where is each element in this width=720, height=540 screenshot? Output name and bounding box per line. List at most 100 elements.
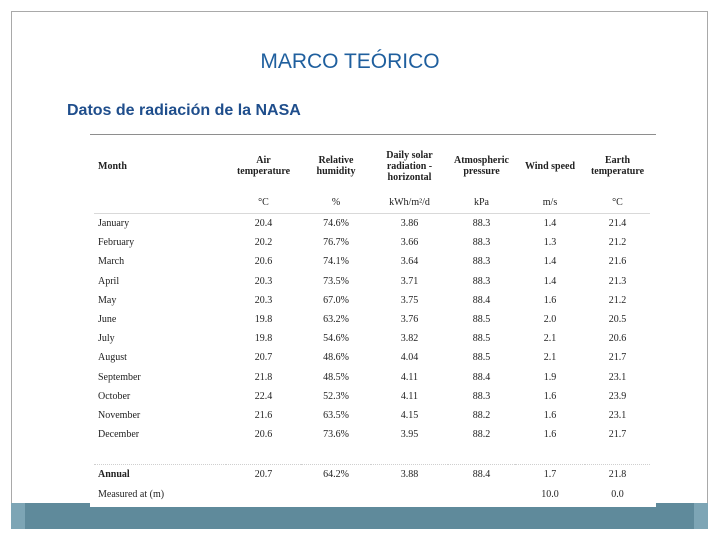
table-row: April 20.3 73.5% 3.71 88.3 1.4 21.3	[94, 272, 650, 291]
table-row: December 20.6 73.6% 3.95 88.2 1.6 21.7	[94, 425, 650, 444]
table-cell: 21.6	[608, 256, 627, 268]
table-cell: 1.6	[543, 390, 557, 402]
table-cell: 21.7	[608, 352, 627, 364]
table-cell: 73.6%	[323, 429, 349, 441]
table-row: February 20.2 76.7% 3.66 88.3 1.3 21.2	[94, 233, 650, 252]
table-cell: 1.6	[543, 409, 557, 421]
table-cell: 3.71	[400, 275, 419, 287]
table-cell: 88.3	[472, 256, 491, 268]
table-cell: 20.6	[608, 333, 627, 345]
table-cell: 21.8	[254, 371, 273, 383]
table-cell	[301, 484, 371, 503]
table-cell: 1.4	[543, 218, 557, 230]
table-cell: 0.0	[611, 488, 624, 500]
table-cell: 88.5	[472, 314, 491, 326]
footer-bar-segment	[11, 503, 25, 529]
table-cell: 73.5%	[323, 275, 349, 287]
radiation-data-table: Month Air temperature Relative humidity Daily…	[94, 135, 650, 504]
table-cell: 2.1	[543, 333, 557, 345]
table-cell: 3.82	[400, 333, 419, 345]
table-cell: 88.5	[472, 352, 491, 364]
row-label: November	[98, 409, 141, 421]
column-header-line: Month	[98, 160, 127, 172]
table-cell: 21.2	[608, 294, 627, 306]
measured-row: Measured at (m) 10.0 0.0	[94, 484, 650, 503]
table-cell: kWh/m²/d	[371, 191, 448, 214]
table-cell: 21.2	[608, 237, 627, 249]
column-header-line: temperature	[590, 166, 645, 177]
row-label: December	[98, 429, 140, 441]
table-row: August 20.7 48.6% 4.04 88.5 2.1 21.7	[94, 348, 650, 367]
table-cell: 21.3	[608, 275, 627, 287]
table-cell: 54.6%	[323, 333, 349, 345]
table-cell: 3.88	[371, 464, 448, 485]
row-label: October	[98, 390, 131, 402]
column-header: Air temperature	[226, 135, 301, 191]
table-cell: 2.1	[543, 352, 557, 364]
table-cell: 1.6	[543, 294, 557, 306]
column-header-line: radiation -	[386, 160, 433, 172]
row-label: August	[98, 352, 127, 364]
table-cell: 88.2	[472, 429, 491, 441]
table-cell: 3.75	[400, 294, 419, 306]
table-cell: 3.95	[400, 429, 419, 441]
table-cell: 1.4	[543, 256, 557, 268]
column-header-line: Air	[256, 155, 271, 166]
table-cell: 22.4	[254, 390, 273, 402]
radiation-table-image: Month Air temperature Relative humidity Daily…	[90, 134, 656, 507]
table-cell: 20.2	[254, 237, 273, 249]
table-cell: 4.11	[400, 390, 419, 402]
table-cell: 19.8	[254, 333, 273, 345]
table-cell: 1.3	[543, 237, 557, 249]
footer-bar-segment	[694, 503, 708, 529]
table-cell: 3.86	[400, 218, 419, 230]
table-cell: 10.0	[541, 488, 559, 500]
table-cell: 74.1%	[323, 256, 349, 268]
table-cell: 3.64	[400, 256, 419, 268]
table-cell: %	[301, 191, 371, 214]
table-cell: 20.3	[254, 294, 273, 306]
row-label: Annual	[94, 464, 226, 485]
table-cell: 52.3%	[323, 390, 349, 402]
column-header-line: temperature	[236, 166, 291, 177]
table-cell: 3.66	[400, 237, 419, 249]
row-label: April	[98, 275, 120, 287]
table-cell: 23.9	[608, 390, 627, 402]
row-label: June	[98, 314, 117, 326]
table-cell: 20.6	[254, 429, 273, 441]
table-cell: 4.11	[400, 371, 419, 383]
column-header-line: Earth	[605, 155, 630, 166]
table-cell: 88.2	[472, 409, 491, 421]
table-cell: 88.5	[472, 333, 491, 345]
table-cell: 74.6%	[323, 218, 349, 230]
row-label: July	[98, 333, 115, 345]
table-row: January 20.4 74.6% 3.86 88.3 1.4 21.4	[94, 214, 650, 234]
table-cell: 88.4	[472, 294, 491, 306]
table-cell: 88.3	[472, 237, 491, 249]
table-cell: 64.2%	[301, 464, 371, 485]
table-row: October 22.4 52.3% 4.11 88.3 1.6 23.9	[94, 387, 650, 406]
table-row: September 21.8 48.5% 4.11 88.4 1.9 23.1	[94, 368, 650, 387]
row-label: May	[98, 294, 117, 306]
table-cell: 48.6%	[323, 352, 349, 364]
table-cell: 20.6	[254, 256, 273, 268]
table-cell: 20.3	[254, 275, 273, 287]
table-cell: 3.76	[400, 314, 419, 326]
slide-title: MARCO TEÓRICO	[260, 50, 440, 73]
table-row: March 20.6 74.1% 3.64 88.3 1.4 21.6	[94, 252, 650, 271]
column-header-line: humidity	[316, 166, 356, 177]
slide-footer-bar	[11, 503, 708, 529]
table-cell	[226, 484, 301, 503]
table-cell: 20.5	[608, 314, 627, 326]
column-header-line: Relative	[318, 155, 354, 166]
table-cell: 63.2%	[323, 314, 349, 326]
table-cell: kPa	[448, 191, 515, 214]
row-label: March	[98, 256, 125, 268]
spacer-row	[94, 444, 650, 465]
table-cell: °C	[226, 191, 301, 214]
table-cell: 21.7	[608, 429, 627, 441]
table-cell: 4.04	[400, 352, 419, 364]
column-header: Month	[94, 135, 226, 191]
column-header: Daily solar radiation - horizontal	[371, 135, 448, 191]
slide-subtitle: Datos de radiación de la NASA	[67, 102, 301, 119]
